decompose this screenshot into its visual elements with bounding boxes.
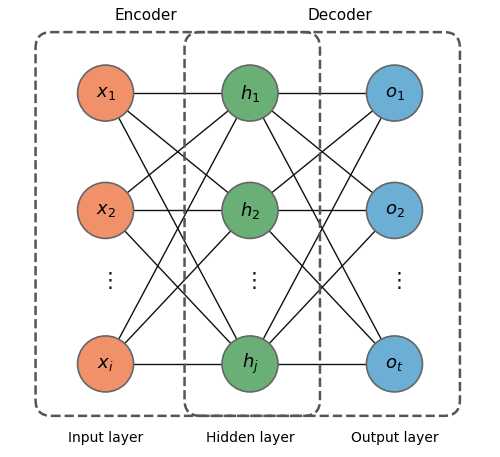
Text: Encoder: Encoder bbox=[115, 8, 178, 23]
Text: $\vdots$: $\vdots$ bbox=[388, 270, 401, 291]
Circle shape bbox=[366, 182, 422, 239]
Text: $h_2$: $h_2$ bbox=[240, 200, 260, 221]
Text: Input layer: Input layer bbox=[68, 431, 143, 446]
Text: $o_t$: $o_t$ bbox=[386, 355, 404, 373]
Circle shape bbox=[78, 65, 134, 121]
Text: $o_2$: $o_2$ bbox=[384, 202, 404, 219]
Text: $\vdots$: $\vdots$ bbox=[99, 270, 112, 291]
Circle shape bbox=[78, 182, 134, 239]
Text: $\vdots$: $\vdots$ bbox=[243, 270, 257, 291]
Text: $x_i$: $x_i$ bbox=[98, 355, 114, 373]
Text: Hidden layer: Hidden layer bbox=[206, 431, 294, 446]
Text: $o_1$: $o_1$ bbox=[384, 84, 404, 102]
Text: $h_1$: $h_1$ bbox=[240, 83, 260, 104]
Circle shape bbox=[366, 336, 422, 392]
Circle shape bbox=[222, 336, 278, 392]
Text: Decoder: Decoder bbox=[308, 8, 372, 23]
Text: $h_j$: $h_j$ bbox=[242, 352, 258, 376]
Text: Output layer: Output layer bbox=[350, 431, 438, 446]
Circle shape bbox=[222, 65, 278, 121]
Circle shape bbox=[366, 65, 422, 121]
Circle shape bbox=[222, 182, 278, 239]
Text: $x_2$: $x_2$ bbox=[96, 202, 116, 219]
Text: $x_1$: $x_1$ bbox=[96, 84, 116, 102]
Circle shape bbox=[78, 336, 134, 392]
